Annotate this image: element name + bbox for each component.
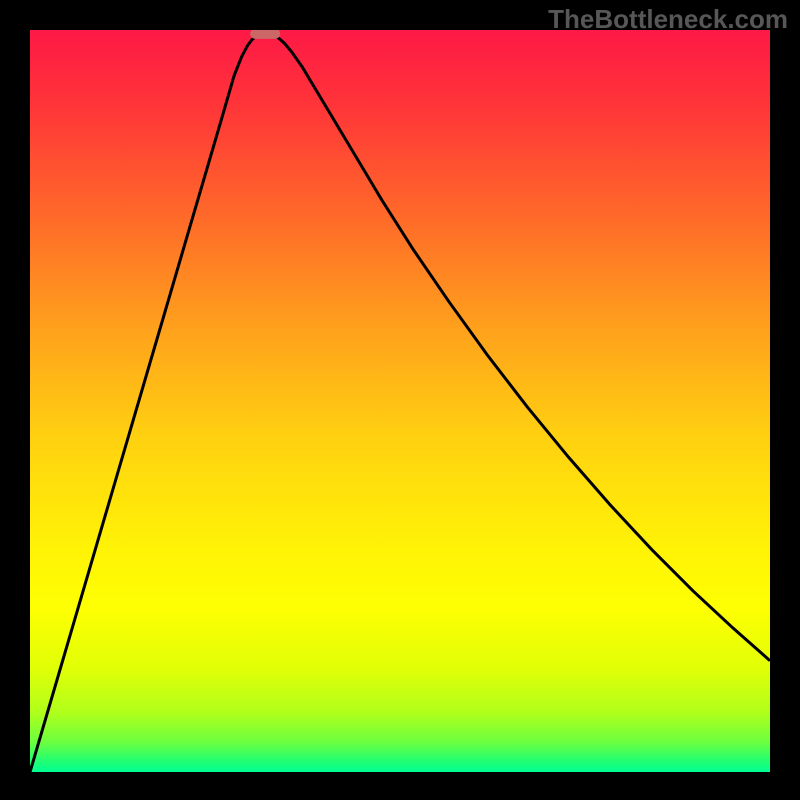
curve-path [30, 36, 770, 772]
minimum-marker [251, 30, 281, 39]
bottleneck-curve [30, 30, 770, 772]
plot-area [30, 30, 770, 772]
chart-root: TheBottleneck.com [0, 0, 800, 800]
